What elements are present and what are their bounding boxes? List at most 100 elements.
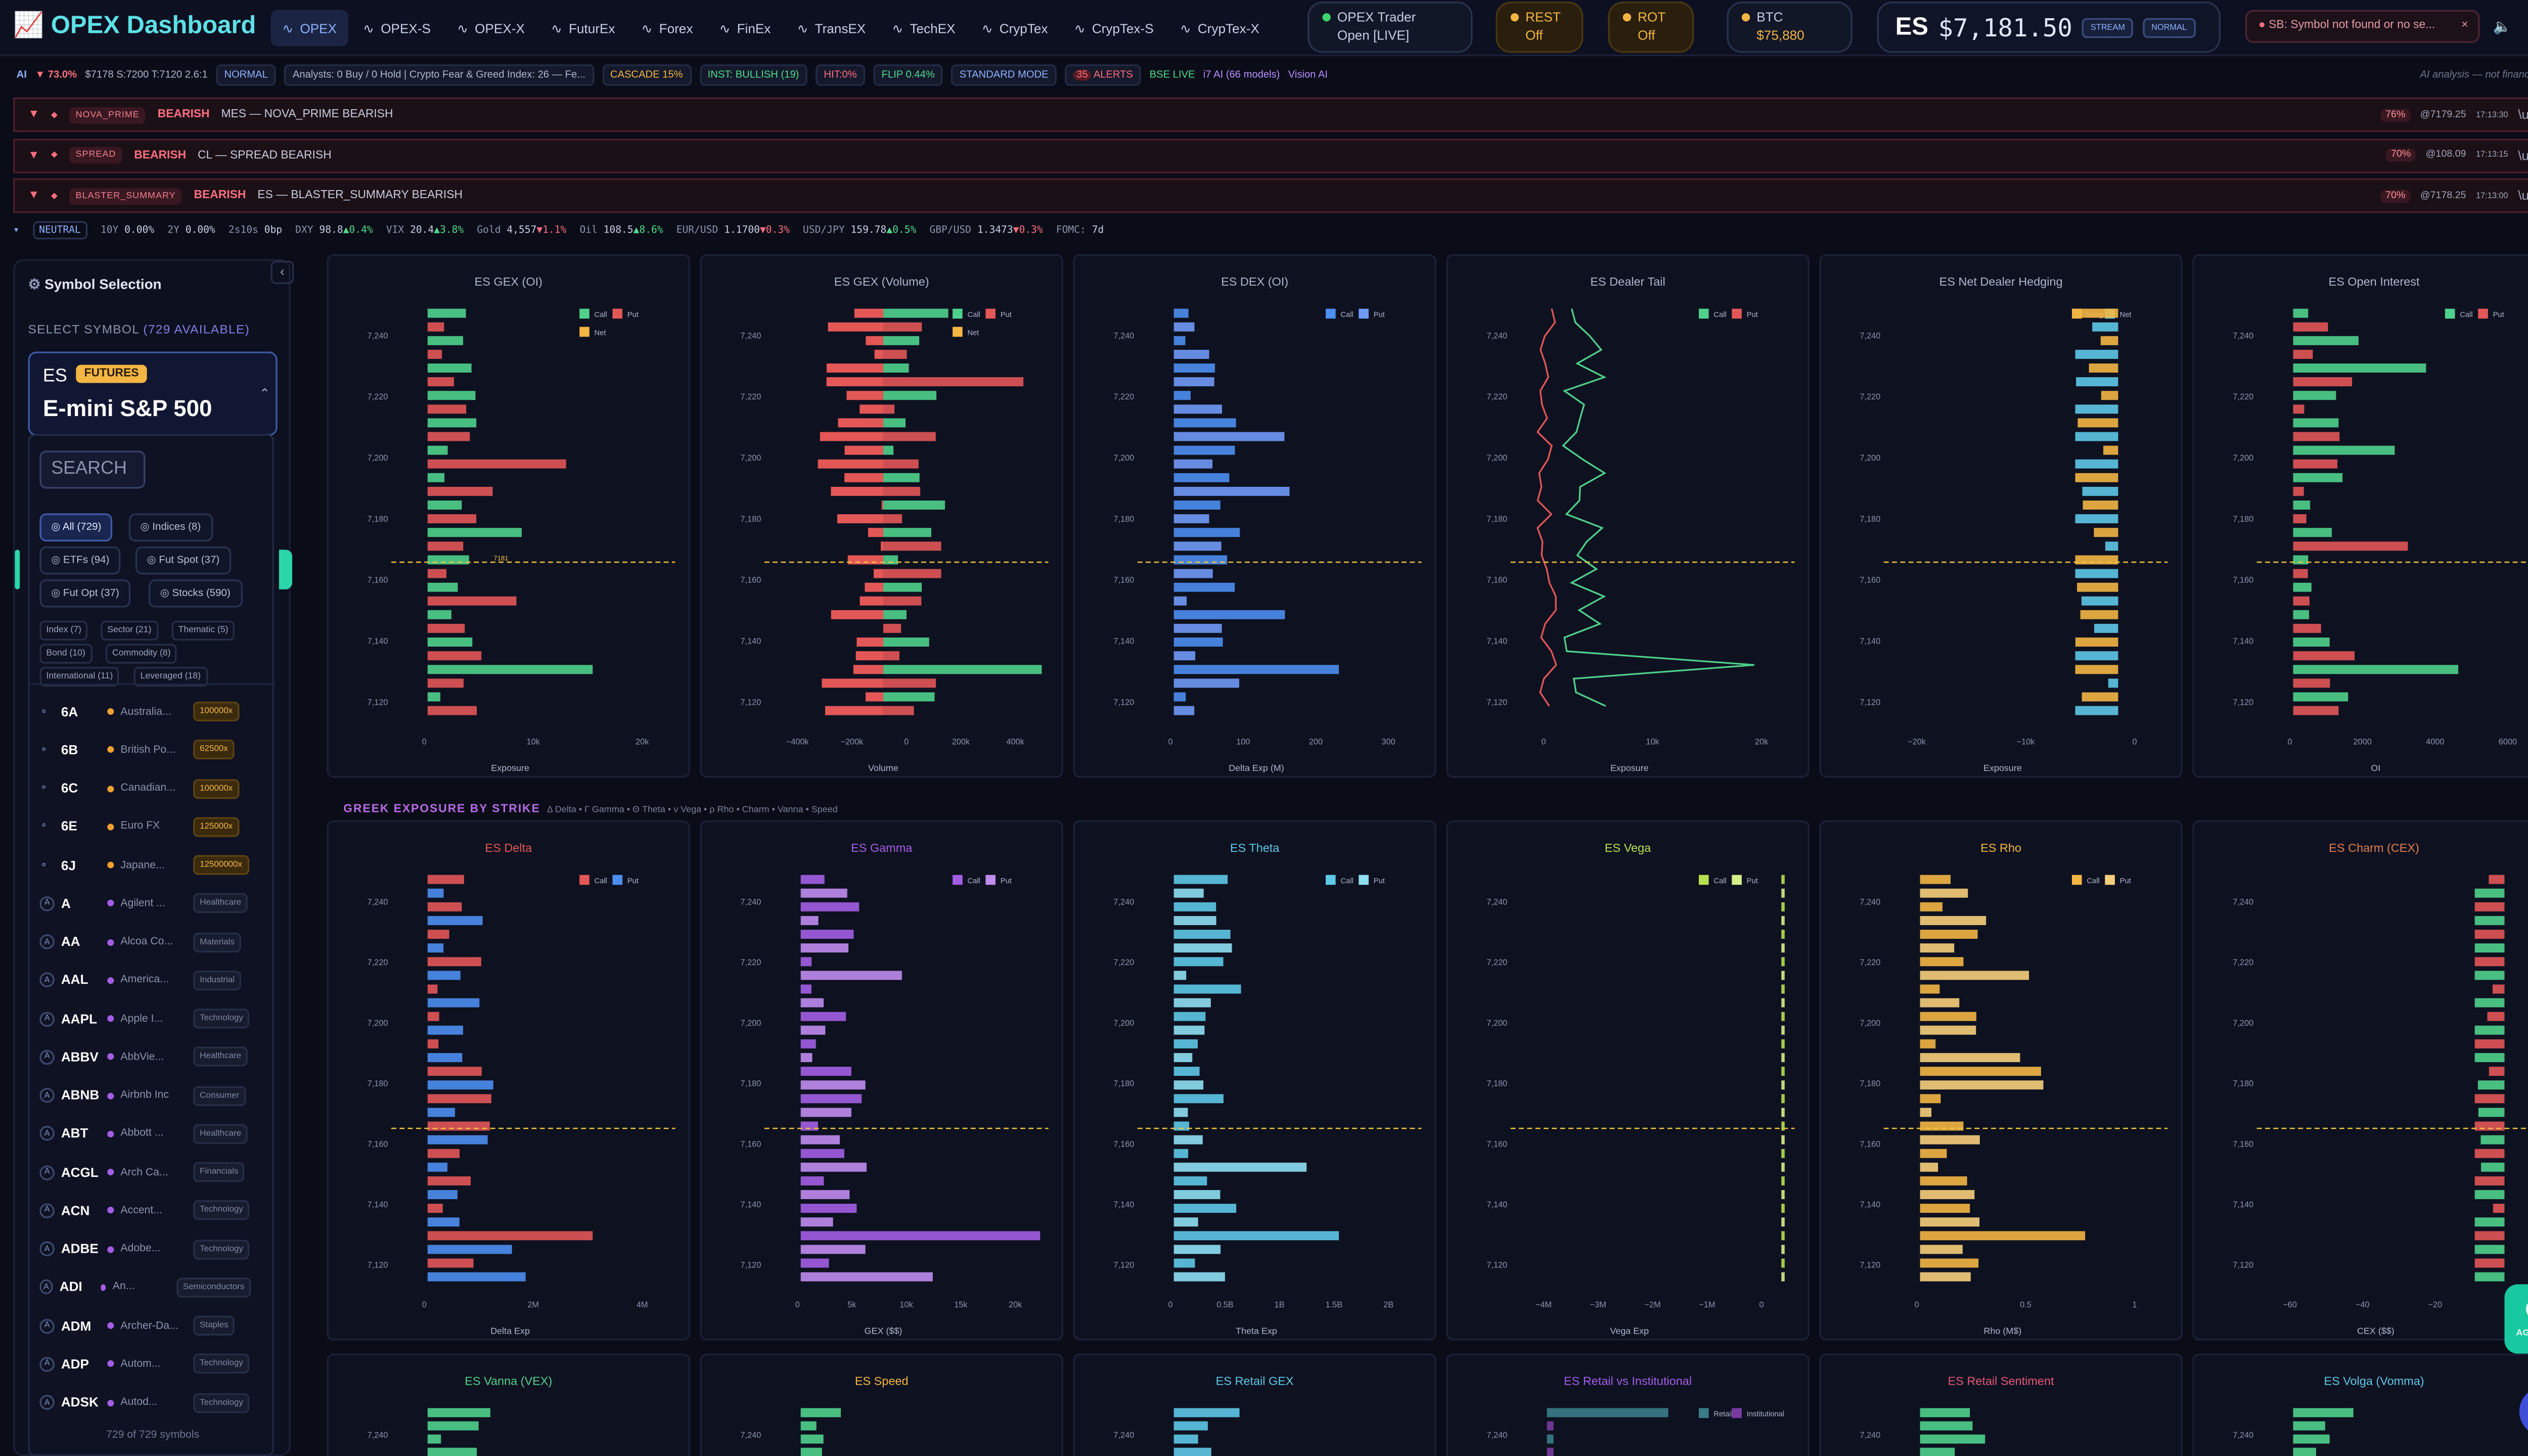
filter-all[interactable]: ◎ All (729) bbox=[39, 513, 113, 542]
search-input[interactable]: SEARCH bbox=[39, 450, 146, 489]
subfilter-chip[interactable]: Thematic (5) bbox=[171, 620, 235, 641]
chart-panel-vanna[interactable]: ES Vanna (VEX) 7,240 bbox=[327, 1353, 690, 1456]
filter-fut[interactable]: ◎ Fut Opt (37) bbox=[39, 579, 131, 608]
filter-indices[interactable]: ◎ Indices (8) bbox=[128, 513, 213, 542]
chevron-down-icon[interactable]: ▼ bbox=[28, 109, 40, 121]
inst-chip[interactable]: INST: BULLISH (19) bbox=[699, 64, 807, 86]
chart-panel-gamma[interactable]: ES Gamma 7,240 7,220 7,200 7,180 7,160 7,140 7,… bbox=[700, 820, 1063, 1341]
alert-row[interactable]: ▼ ◆ NOVA_PRIME BEARISH MES — NOVA_PRIME BEAR… bbox=[13, 97, 2528, 132]
symbol-row[interactable]: A ABT Abbott ... Healthcare bbox=[39, 1117, 251, 1150]
trader-status-pill[interactable]: OPEX Trader Open [LIVE] bbox=[1307, 2, 1473, 53]
subfilter-chip[interactable]: Commodity (8) bbox=[105, 644, 177, 664]
chart-panel-speed[interactable]: ES Speed 7,240 bbox=[700, 1353, 1063, 1456]
app-logo[interactable]: 📈 OPEX Dashboard bbox=[13, 10, 256, 40]
chart-panel-gex-vol[interactable]: ES GEX (Volume) 7,240 7,220 7,200 7,180 7,160… bbox=[700, 254, 1063, 778]
symbol-select[interactable]: ES FUTURES E-mini S&P 500 ⌃ bbox=[28, 351, 278, 436]
chart-panel-volga[interactable]: ES Volga (Vomma) 7,240 bbox=[2192, 1353, 2528, 1456]
tab-futurex[interactable]: ∿ FuturEx bbox=[539, 10, 626, 47]
tab-opex[interactable]: ∿ OPEX bbox=[270, 10, 348, 47]
symbol-row[interactable]: A ADI An... Semiconductors bbox=[39, 1270, 251, 1303]
symbol-row[interactable]: A ADP Autom... Technology bbox=[39, 1347, 251, 1380]
normal-chip[interactable]: NORMAL bbox=[216, 64, 277, 86]
flip-chip[interactable]: FLIP 0.44% bbox=[873, 64, 943, 86]
symbol-row[interactable]: ⚬ 6E Euro FX 125000x bbox=[39, 810, 251, 843]
alert-row[interactable]: ▼ ◆ SPREAD BEARISH CL — SPREAD BEARISH 70% @10… bbox=[13, 138, 2528, 173]
tab-cryptex-s[interactable]: ∿ CrypTex-S bbox=[1063, 10, 1165, 47]
i7-ai[interactable]: i7 AI (66 models) bbox=[1203, 69, 1280, 81]
symbol-row[interactable]: A ADSK Autod... Technology bbox=[39, 1386, 251, 1419]
tab-techex[interactable]: ∿ TechEX bbox=[881, 10, 967, 47]
error-toast[interactable]: ● SB: Symbol not found or no se... × bbox=[2245, 10, 2480, 43]
symbol-row[interactable]: ⚬ 6A Australia... 100000x bbox=[39, 695, 251, 728]
hit-chip[interactable]: HIT:0% bbox=[816, 64, 865, 86]
chart-panel-dex-oi[interactable]: ES DEX (OI) 7,240 7,220 7,200 7,180 7,160 7,14… bbox=[1073, 254, 1436, 778]
subfilter-chip[interactable]: Sector (21) bbox=[101, 620, 158, 641]
price-ticker[interactable]: ES $7,181.50 STREAM NORMAL bbox=[1877, 2, 2221, 53]
chart-panel-gex-oi[interactable]: ES GEX (OI) 7,240 7,220 7,200 7,180 7,160 7,14… bbox=[327, 254, 690, 778]
tab-cryptex-x[interactable]: ∿ CrypTex-X bbox=[1168, 10, 1271, 47]
symbol-row[interactable]: A ADBE Adobe... Technology bbox=[39, 1233, 251, 1265]
chart-panel-vega[interactable]: ES Vega 7,240 7,220 7,200 7,180 7,160 7,140 7,1… bbox=[1446, 820, 1810, 1341]
chevron-down-icon[interactable]: ▼ bbox=[28, 149, 40, 161]
symbol-row[interactable]: A AAPL Apple I... Technology bbox=[39, 1002, 251, 1035]
chart-panel-retail-sent[interactable]: ES Retail Sentiment 7,240 bbox=[1819, 1353, 2183, 1456]
symbol-row[interactable]: ⚬ 6B British Po... 62500x bbox=[39, 734, 251, 766]
btc-price-pill[interactable]: BTC $75,880 bbox=[1727, 2, 1853, 53]
symbol-row[interactable]: A ACN Accent... Technology bbox=[39, 1194, 251, 1227]
close-icon[interactable]: × bbox=[2461, 20, 2468, 32]
symbol-row[interactable]: A ABNB Airbnb Inc Consumer bbox=[39, 1079, 251, 1112]
subfilter-chip[interactable]: Bond (10) bbox=[39, 644, 92, 664]
symbol-row[interactable]: A AA Alcoa Co... Materials bbox=[39, 925, 251, 958]
subfilter-chip[interactable]: Leveraged (18) bbox=[133, 667, 207, 687]
alerts-chip[interactable]: 35 ALERTS bbox=[1065, 64, 1142, 86]
rot-status-pill[interactable]: ROT Off bbox=[1608, 2, 1694, 53]
subfilter-chip[interactable]: Index (7) bbox=[39, 620, 88, 641]
cascade-chip[interactable]: CASCADE 15% bbox=[602, 64, 691, 86]
filter-etfs[interactable]: ◎ ETFs (94) bbox=[39, 546, 121, 575]
alert-dismiss[interactable]: \u00D7 bbox=[2518, 107, 2528, 122]
bse-live[interactable]: BSE LIVE bbox=[1149, 69, 1195, 81]
chevron-down-icon[interactable]: ▼ bbox=[28, 190, 40, 202]
chart-panel-charm[interactable]: ES Charm (CEX) 7,240 7,220 7,200 7,180 7,160 7… bbox=[2192, 820, 2528, 1341]
symbol-row[interactable]: A A Agilent ... Healthcare bbox=[39, 887, 251, 920]
tab-transex[interactable]: ∿ TransEX bbox=[786, 10, 877, 47]
symbol-row[interactable]: A ABBV AbbVie... Healthcare bbox=[39, 1040, 251, 1073]
symbol-row[interactable]: ⚬ 6J Japane... 12500000x bbox=[39, 848, 251, 881]
symbol-badge: Materials bbox=[193, 932, 241, 952]
tab-finex[interactable]: ∿ FinEx bbox=[708, 10, 782, 47]
symbol-name: Airbnb Inc bbox=[120, 1089, 169, 1101]
alert-dismiss[interactable]: \u00D7 bbox=[2518, 148, 2528, 163]
symbol-name: AbbVie... bbox=[120, 1051, 164, 1063]
symbol-row[interactable]: ⚬ 6C Canadian... 100000x bbox=[39, 772, 251, 805]
chart-panel-theta[interactable]: ES Theta 7,240 7,220 7,200 7,180 7,160 7,140 7,… bbox=[1073, 820, 1436, 1341]
alert-dismiss[interactable]: \u00D7 bbox=[2518, 188, 2528, 203]
chart-panel-dealer-tail[interactable]: ES Dealer Tail 7,240 7,220 7,200 7,180 7,160 7… bbox=[1446, 254, 1810, 778]
tab-opex-s[interactable]: ∿ OPEX-S bbox=[351, 10, 442, 47]
symbol-row[interactable]: A ADM Archer-Da... Staples bbox=[39, 1309, 251, 1342]
tab-forex[interactable]: ∿ Forex bbox=[630, 10, 704, 47]
analysts-chip[interactable]: Analysts: 0 Buy / 0 Hold | Crypto Fear &… bbox=[284, 64, 594, 86]
subfilter-chip[interactable]: International (11) bbox=[39, 667, 120, 687]
chart-panel-open-interest[interactable]: ES Open Interest 7,240 7,220 7,200 7,180 7,16… bbox=[2192, 254, 2528, 778]
macro-toggle-icon[interactable]: ▾ bbox=[13, 224, 19, 236]
alert-row[interactable]: ▼ ◆ BLASTER_SUMMARY BEARISH ES — BLASTER_SUM… bbox=[13, 178, 2528, 213]
standard-mode-chip[interactable]: STANDARD MODE bbox=[951, 64, 1057, 86]
symbol-row[interactable]: A ACGL Arch Ca... Financials bbox=[39, 1156, 251, 1189]
alert-direction: BEARISH bbox=[157, 109, 210, 121]
tab-cryptex[interactable]: ∿ CrypTex bbox=[970, 10, 1059, 47]
chart-panel-retail-gex[interactable]: ES Retail GEX 7,240 bbox=[1073, 1353, 1436, 1456]
agents-button[interactable]: AGENTS bbox=[2504, 1284, 2528, 1354]
chart-panel-rho[interactable]: ES Rho 7,240 7,220 7,200 7,180 7,160 7,140 7,12… bbox=[1819, 820, 2183, 1341]
filter-fut[interactable]: ◎ Fut Spot (37) bbox=[135, 546, 232, 575]
symbol-row[interactable]: A AAL America... Industrial bbox=[39, 964, 251, 996]
filter-stocks[interactable]: ◎ Stocks (590) bbox=[148, 579, 242, 608]
tab-opex-x[interactable]: ∿ OPEX-X bbox=[445, 10, 536, 47]
chart-panel-net-hedging[interactable]: ES Net Dealer Hedging 7,240 7,220 7,200 7,18… bbox=[1819, 254, 2183, 778]
vision-ai[interactable]: Vision AI bbox=[1288, 69, 1328, 81]
sound-icon[interactable]: 🔈 bbox=[2493, 18, 2512, 35]
chart-panel-retail-inst[interactable]: ES Retail vs Institutional 7,240 Retail Ins… bbox=[1446, 1353, 1810, 1456]
collapse-sidebar-button[interactable]: ‹ bbox=[270, 260, 294, 284]
chart-panel-delta[interactable]: ES Delta 7,240 7,220 7,200 7,180 7,160 7,140 7,… bbox=[327, 820, 690, 1341]
rest-status-pill[interactable]: REST Off bbox=[1496, 2, 1584, 53]
y-tick-label: 7,160 bbox=[368, 576, 388, 585]
